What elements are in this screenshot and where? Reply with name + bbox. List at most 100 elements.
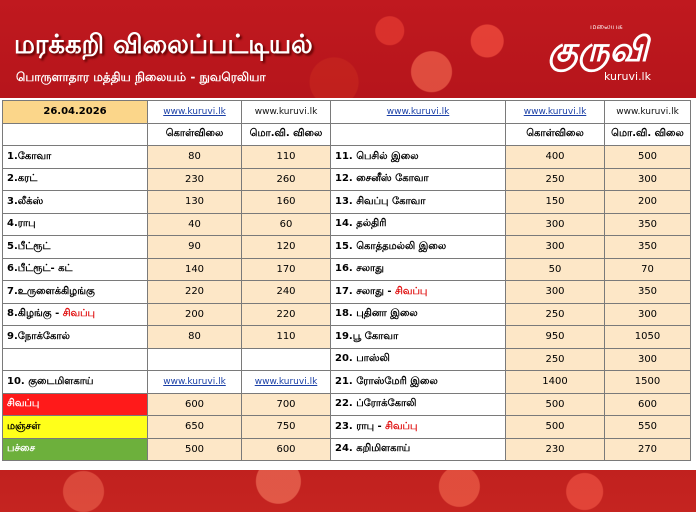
blank-cell xyxy=(241,347,331,371)
wholesale-price: 500 xyxy=(147,437,242,461)
retail-price: 550 xyxy=(604,415,691,439)
item-label: 5.பீட்ரூட் xyxy=(2,235,148,259)
wholesale-price: 500 xyxy=(505,392,605,416)
wholesale-price: 650 xyxy=(147,415,242,439)
retail-price: 350 xyxy=(604,235,691,259)
retail-price: 70 xyxy=(604,257,691,281)
retail-price: 240 xyxy=(241,280,331,304)
wholesale-price: 130 xyxy=(147,190,242,214)
retail-price: 300 xyxy=(604,302,691,326)
logo-site: kuruvi.lk xyxy=(604,70,651,83)
item-label: 24. கறிமிளகாய் xyxy=(330,437,506,461)
retail-price: 60 xyxy=(241,212,331,236)
retail-price: 700 xyxy=(241,392,331,416)
wholesale-price: 500 xyxy=(505,415,605,439)
table-row: 1.கோவா 80 110 11. பெசில் இலை 400 500 xyxy=(2,145,691,169)
retail-price: 110 xyxy=(241,325,331,349)
item-label: 17. சலாது - சிவப்பு xyxy=(330,280,506,304)
item-name: 14. தல்திரி xyxy=(335,218,387,230)
item-label: 21. ரோஸ்மேரி இலை xyxy=(330,370,506,394)
retail-price: 260 xyxy=(241,167,331,191)
retail-price: 300 xyxy=(604,347,691,371)
item-name: 23. ராபு - xyxy=(335,420,386,432)
wholesale-price: 1400 xyxy=(505,370,605,394)
item-label: 2.கரட் xyxy=(2,167,148,191)
blank-cell xyxy=(330,122,506,146)
table-row: 26.04.2026 www.kuruvi.lk www.kuruvi.lk w… xyxy=(2,100,691,124)
red-variant-label: சிவப்பு xyxy=(385,420,418,432)
wholesale-price: 150 xyxy=(505,190,605,214)
page-subtitle: பொருளாதார மத்திய நிலையம் - நுவரெலியா xyxy=(16,70,266,84)
item-label: 7.உருளைக்கிழங்கு xyxy=(2,280,148,304)
website-link[interactable]: www.kuruvi.lk xyxy=(147,100,242,124)
retail-price: 500 xyxy=(604,145,691,169)
item-label: 11. பெசில் இலை xyxy=(330,145,506,169)
retail-price: 350 xyxy=(604,280,691,304)
table-row: 10. குடைமிளகாய் www.kuruvi.lk www.kuruvi.l… xyxy=(2,370,691,394)
item-label: 9.நோக்கோல் xyxy=(2,325,148,349)
wholesale-price: 950 xyxy=(505,325,605,349)
wholesale-price: 40 xyxy=(147,212,242,236)
red-variant-label: சிவப்பு xyxy=(62,308,95,320)
table-row: பச்சை 500 600 24. கறிமிளகாய் 230 270 xyxy=(2,437,691,461)
item-label: 12. சைனீஸ் கோவா xyxy=(330,167,506,191)
table-row: 4.ராபு 40 60 14. தல்திரி 300 350 xyxy=(2,212,691,236)
wholesale-price: 250 xyxy=(505,302,605,326)
blank-cell xyxy=(2,347,148,371)
item-name: 1.கோவா xyxy=(7,150,52,162)
table-row: 20. பாஸ்லி 250 300 xyxy=(2,347,691,371)
blank-cell xyxy=(147,347,242,371)
table-row: 5.பீட்ரூட் 90 120 15. கொத்தமல்லி இலை 300 350 xyxy=(2,235,691,259)
item-name: 9.நோக்கோல் xyxy=(7,330,70,342)
wholesale-price: 50 xyxy=(505,257,605,281)
table-row: 9.நோக்கோல் 80 110 19.பூ கோவா 950 1050 xyxy=(2,325,691,349)
item-label: 6.பீட்ரூட்- கட் xyxy=(2,257,148,281)
website-link[interactable]: www.kuruvi.lk xyxy=(241,370,331,394)
column-header-retail: மொ.வி. விலை xyxy=(604,122,691,146)
website-link[interactable]: www.kuruvi.lk xyxy=(330,100,506,124)
item-label: 20. பாஸ்லி xyxy=(330,347,506,371)
item-label: 18. புதினா இலை xyxy=(330,302,506,326)
website-link[interactable]: www.kuruvi.lk xyxy=(147,370,242,394)
retail-price: 160 xyxy=(241,190,331,214)
capsicum-label: 10. குடைமிளகாய் xyxy=(2,370,148,394)
item-label: 8.கிழங்கு - சிவப்பு xyxy=(2,302,148,326)
page-title: மரக்கறி விலைப்பட்டியல் xyxy=(14,30,313,60)
price-table: 26.04.2026 www.kuruvi.lk www.kuruvi.lk w… xyxy=(2,100,691,461)
item-name: 18. புதினா இலை xyxy=(335,308,418,320)
item-name: 19.பூ கோவா xyxy=(335,330,399,342)
capsicum-variant-label: மஞ்சள் xyxy=(2,415,148,439)
item-name: 4.ராபு xyxy=(7,218,36,230)
item-name: 20. பாஸ்லி xyxy=(335,353,390,365)
logo-glyph: குருவி xyxy=(548,30,649,70)
item-name: 24. கறிமிளகாய் xyxy=(335,443,411,455)
capsicum-variant-label: சிவப்பு xyxy=(2,392,148,416)
item-name: 12. சைனீஸ் கோவா xyxy=(335,173,429,185)
wholesale-price: 300 xyxy=(505,235,605,259)
website-text: www.kuruvi.lk xyxy=(241,100,331,124)
blank-cell xyxy=(2,122,148,146)
website-link[interactable]: www.kuruvi.lk xyxy=(505,100,605,124)
item-name: 17. சலாது - xyxy=(335,285,396,297)
item-name: 11. பெசில் இலை xyxy=(335,150,419,162)
table-row: 3.லீக்ஸ் 130 160 13. சிவப்பு கோவா 150 200 xyxy=(2,190,691,214)
wholesale-price: 90 xyxy=(147,235,242,259)
retail-price: 270 xyxy=(604,437,691,461)
retail-price: 350 xyxy=(604,212,691,236)
website-text: www.kuruvi.lk xyxy=(604,100,691,124)
capsicum-variant-label: பச்சை xyxy=(2,437,148,461)
item-name: 6.பீட்ரூட்- கட் xyxy=(7,263,73,275)
wholesale-price: 230 xyxy=(147,167,242,191)
item-name: 22. ப்ரோக்கோலி xyxy=(335,398,417,410)
item-label: 22. ப்ரோக்கோலி xyxy=(330,392,506,416)
item-label: 13. சிவப்பு கோவா xyxy=(330,190,506,214)
retail-price: 200 xyxy=(604,190,691,214)
wholesale-price: 600 xyxy=(147,392,242,416)
item-name: 13. சிவப்பு கோவா xyxy=(335,195,426,207)
item-name: 2.கரட் xyxy=(7,173,38,185)
table-row: 6.பீட்ரூட்- கட் 140 170 16. சலாது 50 70 xyxy=(2,257,691,281)
column-header-wholesale: கொள்விலை xyxy=(505,122,605,146)
table-row: 8.கிழங்கு - சிவப்பு 200 220 18. புதினா இலை 2… xyxy=(2,302,691,326)
kuruvi-logo: மலையக குருவி kuruvi.lk xyxy=(536,18,676,84)
item-label: 19.பூ கோவா xyxy=(330,325,506,349)
